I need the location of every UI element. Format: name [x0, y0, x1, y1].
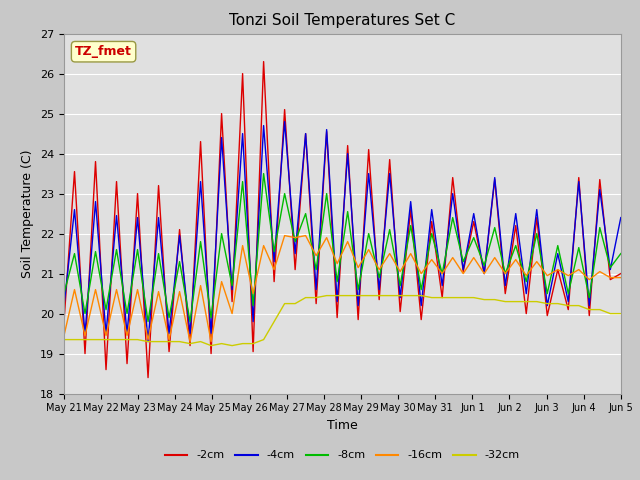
Line: -2cm: -2cm	[64, 61, 621, 378]
-2cm	[417, 317, 425, 323]
Title: Tonzi Soil Temperatures Set C: Tonzi Soil Temperatures Set C	[229, 13, 456, 28]
-32cm	[323, 293, 330, 299]
-2cm	[407, 207, 415, 213]
Text: TZ_fmet: TZ_fmet	[75, 45, 132, 58]
-16cm	[186, 339, 194, 345]
-16cm	[281, 233, 289, 239]
-16cm	[386, 251, 394, 256]
Line: -16cm: -16cm	[64, 236, 621, 342]
-4cm	[386, 171, 394, 177]
-2cm	[291, 267, 299, 273]
-2cm	[386, 156, 394, 162]
-32cm	[155, 339, 163, 345]
-4cm	[407, 199, 415, 204]
-4cm	[460, 267, 467, 273]
-16cm	[617, 275, 625, 280]
-16cm	[407, 251, 415, 256]
-32cm	[386, 293, 394, 299]
-4cm	[144, 339, 152, 345]
Line: -32cm: -32cm	[64, 296, 621, 346]
-8cm	[386, 227, 394, 232]
-8cm	[260, 171, 268, 177]
-4cm	[281, 119, 289, 124]
-4cm	[60, 303, 68, 309]
-16cm	[291, 235, 299, 240]
-16cm	[460, 271, 467, 276]
Line: -4cm: -4cm	[64, 121, 621, 342]
-8cm	[417, 287, 425, 292]
-16cm	[60, 333, 68, 338]
Line: -8cm: -8cm	[64, 174, 621, 322]
-8cm	[460, 259, 467, 264]
-2cm	[144, 375, 152, 381]
-8cm	[617, 251, 625, 256]
-8cm	[407, 223, 415, 228]
-16cm	[155, 289, 163, 295]
-8cm	[144, 319, 152, 324]
-8cm	[291, 239, 299, 244]
-16cm	[417, 271, 425, 276]
-32cm	[60, 337, 68, 343]
-2cm	[460, 269, 467, 275]
-32cm	[417, 293, 425, 299]
-32cm	[407, 293, 415, 299]
-2cm	[60, 319, 68, 324]
-32cm	[207, 343, 215, 348]
-2cm	[260, 59, 268, 64]
-2cm	[617, 271, 625, 276]
-4cm	[165, 331, 173, 336]
-8cm	[165, 315, 173, 321]
-8cm	[60, 291, 68, 297]
-2cm	[165, 348, 173, 354]
-32cm	[617, 311, 625, 316]
Legend: -2cm, -4cm, -8cm, -16cm, -32cm: -2cm, -4cm, -8cm, -16cm, -32cm	[161, 446, 524, 465]
-4cm	[291, 251, 299, 256]
-4cm	[617, 215, 625, 220]
-4cm	[417, 303, 425, 309]
-32cm	[281, 300, 289, 307]
X-axis label: Time: Time	[327, 419, 358, 432]
-32cm	[460, 295, 467, 300]
Y-axis label: Soil Temperature (C): Soil Temperature (C)	[22, 149, 35, 278]
